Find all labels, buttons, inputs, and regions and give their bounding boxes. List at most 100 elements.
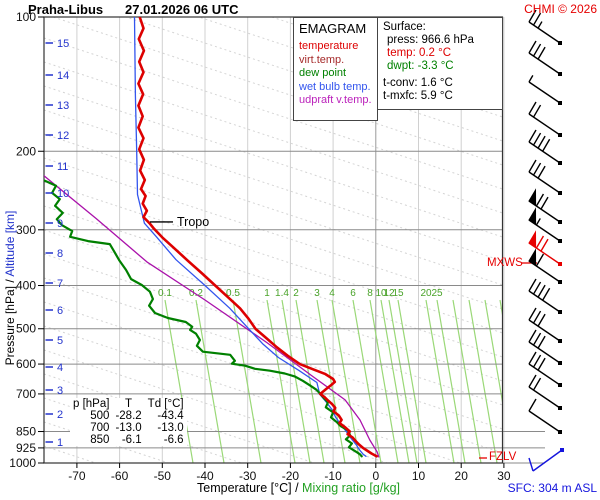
wind-barb	[528, 374, 562, 410]
surface-row-temp: temp: 0.2 °C	[387, 47, 452, 59]
mixing-ratio-lines	[164, 299, 503, 463]
wind-barb	[528, 159, 562, 195]
surface-row-t-conv: t-conv: 1.6 °C	[383, 77, 453, 89]
wind-barb	[528, 351, 562, 387]
mixing-ratio-label: 3	[314, 288, 320, 299]
pressure-tick-label: 1000	[9, 456, 36, 470]
altitude-tick-label: 2	[57, 409, 63, 421]
wind-barb	[528, 40, 562, 76]
altitude-tick-label: 11	[57, 161, 68, 173]
temperature-tick-label: -70	[68, 469, 86, 483]
table-header: T	[125, 398, 133, 410]
altitude-tick-label: 6	[57, 305, 63, 317]
mixing-ratio-label: 6	[350, 288, 356, 299]
altitude-tick-label: 15	[57, 38, 69, 50]
table-cell: -13.0	[115, 422, 142, 434]
level-table: p [hPa] T Td [°C] 500 -28.2 -43.4 700 -13.0 -13.…	[70, 398, 187, 446]
legend-box: EMAGRAM temperature virt.temp. dew point we…	[293, 17, 378, 121]
legend-item: temperature	[299, 40, 359, 52]
copyright: CHMI © 2026	[524, 2, 597, 16]
table-cell: -6.1	[121, 434, 142, 446]
temperature-tick-label: 0	[372, 469, 379, 483]
table-row: 500 -28.2 -43.4	[70, 410, 187, 422]
legend-items: temperature virt.temp. dew point wet bulb t…	[299, 40, 372, 108]
wind-barb	[528, 329, 562, 365]
wind-barb	[528, 188, 562, 224]
observation-datetime: 27.01.2026 06 UTC	[125, 2, 239, 17]
mixing-ratio-label: 20	[420, 288, 432, 299]
legend-item: udpraft v.temp.	[299, 94, 372, 106]
pressure-level-table: p [hPa] T Td [°C] 500 -28.2 -43.4 700 -13.0 -13.…	[70, 398, 187, 446]
x-axis-title: Temperature [°C] / Mixing ratio [g/kg]	[197, 481, 400, 495]
pressure-tick-label: 600	[16, 357, 36, 371]
wind-barb	[528, 448, 564, 472]
altitude-tick-label: 9	[57, 218, 63, 230]
surface-rows: press: 966.6 hPa temp: 0.2 °C dwpt: -3.3 °…	[383, 34, 497, 103]
udpraft-v-temp--curve	[44, 175, 380, 458]
pressure-tick-label: 500	[16, 322, 36, 336]
altitude-tick-label: 14	[57, 70, 69, 82]
surface-row-t-mxfc: t-mxfc: 5.9 °C	[383, 90, 453, 102]
table-header: p [hPa]	[73, 398, 110, 410]
temperature-tick-label: 20	[455, 469, 469, 483]
pressure-tick-label: 400	[16, 279, 36, 293]
surface-elevation-label: SFC: 304 m ASL	[507, 481, 597, 495]
temperature-curve	[137, 17, 378, 458]
max-wind-label: MXWS	[487, 257, 523, 269]
table-cell: -13.0	[157, 422, 184, 434]
mixing-ratio-label: 1.4	[275, 288, 289, 299]
temperature-tick-label: 30	[497, 469, 511, 483]
temperature-tick-label: -50	[154, 469, 172, 483]
temperature-tick-label: -40	[196, 469, 214, 483]
axes: 1002003004005006007008509251000123456789…	[3, 10, 537, 495]
table-row: 850 -6.1 -6.6	[70, 434, 187, 446]
mixing-ratio-label: 8	[367, 288, 373, 299]
wind-barb	[528, 9, 562, 45]
legend-item: dew point	[299, 67, 347, 79]
wind-barb	[528, 207, 562, 243]
temperature-tick-label: 10	[412, 469, 426, 483]
table-cell: -43.4	[157, 410, 184, 422]
mixing-ratio-label: 1	[264, 288, 270, 299]
altitude-tick-label: 3	[57, 385, 63, 397]
pressure-tick-label: 925	[16, 441, 36, 455]
wind-barb	[528, 278, 562, 314]
table-cell: 850	[90, 434, 110, 446]
altitude-tick-label: 12	[57, 130, 69, 142]
temperature-tick-label: -60	[111, 469, 129, 483]
surface-box: Surface: press: 966.6 hPa temp: 0.2 °C dwp…	[377, 17, 503, 110]
table-row: 700 -13.0 -13.0	[70, 422, 187, 434]
legend-item: wet bulb temp.	[299, 80, 371, 93]
station-name: Praha-Libus	[28, 2, 104, 17]
temperature-tick-label: -10	[324, 469, 342, 483]
pressure-tick-label: 200	[16, 144, 36, 158]
wind-barb	[528, 129, 562, 165]
altitude-tick-label: 13	[57, 100, 69, 112]
legend-item: virt.temp.	[299, 53, 345, 66]
surface-title: Surface:	[383, 21, 426, 33]
wind-barb	[528, 248, 562, 284]
mixing-ratio-label: 0.1	[158, 288, 172, 299]
altitude-tick-label: 4	[57, 362, 63, 374]
mixing-ratio-label: 12	[383, 288, 395, 299]
y-axis-title: Pressure [hPa] / Altitude [km]	[3, 211, 17, 366]
sounding-curves	[44, 17, 380, 458]
mixing-ratio-label: 25	[431, 288, 443, 299]
altitude-tick-label: 5	[57, 335, 63, 347]
table-cell: 500	[90, 410, 110, 422]
dew-point-curve	[44, 179, 363, 458]
table-cell: -28.2	[115, 410, 142, 422]
pressure-tick-label: 300	[16, 223, 36, 237]
wind-barb	[528, 307, 562, 343]
altitude-tick-label: 8	[57, 248, 63, 260]
legend-title: EMAGRAM	[299, 21, 367, 36]
tropopause-label: Tropo	[177, 215, 210, 229]
pressure-tick-label: 100	[16, 10, 36, 24]
wind-barbs	[528, 9, 564, 472]
plot-frame	[43, 16, 504, 464]
temperature-tick-label: -30	[239, 469, 257, 483]
table-cell: -6.6	[163, 434, 184, 446]
mixing-ratio-label: 2	[293, 288, 299, 299]
